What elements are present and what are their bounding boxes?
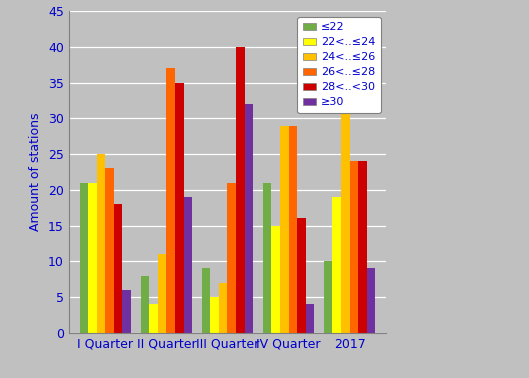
Bar: [288, 125, 297, 333]
Bar: [280, 125, 288, 333]
Bar: [97, 154, 105, 333]
Bar: [123, 290, 131, 333]
Bar: [80, 183, 88, 333]
Bar: [236, 47, 244, 333]
Bar: [244, 104, 253, 333]
Bar: [88, 183, 97, 333]
Bar: [202, 268, 211, 333]
Bar: [184, 197, 192, 333]
Bar: [167, 68, 175, 333]
Bar: [141, 276, 149, 333]
Bar: [350, 161, 358, 333]
Bar: [149, 304, 158, 333]
Bar: [341, 40, 350, 333]
Bar: [367, 268, 375, 333]
Bar: [227, 183, 236, 333]
Bar: [306, 304, 314, 333]
Bar: [332, 197, 341, 333]
Bar: [297, 218, 306, 333]
Bar: [114, 204, 123, 333]
Bar: [175, 83, 184, 333]
Legend: ≤22, 22<..≤24, 24<..≤26, 26<..≤28, 28<..<30, ≥30: ≤22, 22<..≤24, 24<..≤26, 26<..≤28, 28<..…: [297, 17, 380, 113]
Bar: [105, 169, 114, 333]
Bar: [158, 254, 167, 333]
Bar: [358, 161, 367, 333]
Bar: [324, 261, 332, 333]
Bar: [211, 297, 219, 333]
Y-axis label: Amount of stations: Amount of stations: [30, 113, 42, 231]
Bar: [219, 283, 227, 333]
Bar: [271, 226, 280, 333]
Bar: [263, 183, 271, 333]
